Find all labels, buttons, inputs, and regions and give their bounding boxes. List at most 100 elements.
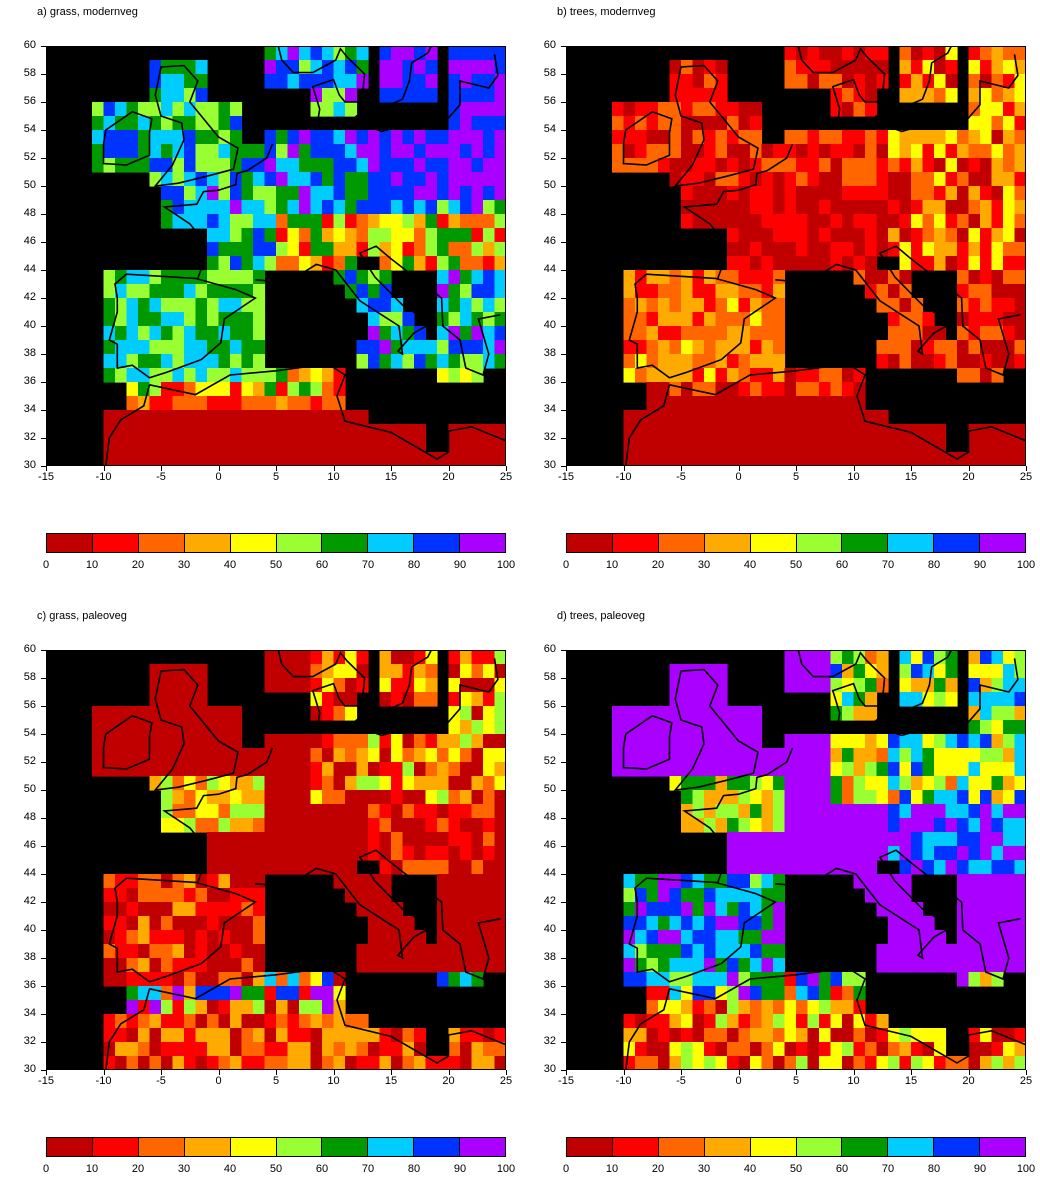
grid-cell — [715, 706, 728, 721]
grid-cell — [322, 832, 335, 847]
colorbar-label: 70 — [361, 1163, 375, 1175]
grid-cell — [138, 734, 151, 749]
y-tick-mark — [561, 186, 566, 187]
grid-cell — [957, 214, 970, 229]
grid-cell — [322, 790, 335, 805]
grid-cell — [669, 916, 682, 931]
grid-cell — [437, 368, 450, 383]
grid-cell — [402, 452, 415, 466]
grid-cell — [945, 144, 958, 159]
grid-cell — [138, 916, 151, 931]
grid-cell — [750, 410, 763, 425]
grid-cell — [241, 986, 254, 1001]
colorbar-label: 70 — [881, 1163, 895, 1175]
grid-cell — [322, 804, 335, 819]
grid-cell — [750, 930, 763, 945]
grid-cell — [195, 916, 208, 931]
y-tick-mark — [41, 354, 46, 355]
grid-cell — [253, 298, 266, 313]
grid-cell — [230, 284, 243, 299]
grid-cell — [448, 354, 461, 369]
y-tick-label: 60 — [543, 39, 556, 51]
grid-cell — [934, 790, 947, 805]
grid-cell — [761, 144, 774, 159]
grid-cell — [623, 944, 636, 959]
grid-cell — [264, 424, 277, 439]
grid-cell — [356, 874, 369, 889]
x-tick-mark — [681, 1070, 682, 1075]
grid-cell — [865, 242, 878, 257]
grid-cell — [738, 930, 751, 945]
grid-cell — [888, 902, 901, 917]
grid-cell — [356, 298, 369, 313]
grid-cell — [957, 944, 970, 959]
grid-cell — [704, 734, 717, 749]
grid-cell — [669, 1056, 682, 1070]
grid-cell — [865, 776, 878, 791]
grid-cell — [241, 214, 254, 229]
grid-cell — [934, 88, 947, 103]
grid-cell — [126, 888, 139, 903]
grid-cell — [115, 916, 128, 931]
grid-cell — [991, 888, 1004, 903]
grid-cell — [853, 270, 866, 285]
colorbar-segment — [888, 1138, 935, 1156]
grid-cell — [727, 228, 740, 243]
grid-cell — [830, 804, 843, 819]
grid-cell — [471, 326, 484, 341]
grid-cell — [865, 74, 878, 89]
grid-cell — [425, 452, 438, 466]
grid-cell — [727, 340, 740, 355]
grid-cell — [207, 298, 220, 313]
grid-cell — [471, 958, 484, 973]
grid-cell — [299, 776, 312, 791]
grid-cell — [414, 60, 427, 75]
grid-cell — [911, 228, 924, 243]
grid-cell — [681, 312, 694, 327]
grid-cell — [379, 214, 392, 229]
grid-cell — [264, 74, 277, 89]
grid-cell — [669, 354, 682, 369]
grid-cell — [103, 1028, 116, 1043]
grid-cell — [876, 678, 889, 693]
grid-cell — [646, 424, 659, 439]
grid-cell — [126, 368, 139, 383]
grid-cell — [379, 186, 392, 201]
grid-cell — [727, 1056, 740, 1070]
x-tick-mark — [796, 466, 797, 471]
grid-cell — [310, 748, 323, 763]
y-tick-label: 40 — [23, 319, 36, 331]
grid-cell — [103, 874, 116, 889]
grid-cell — [957, 256, 970, 271]
grid-cell — [945, 734, 958, 749]
grid-cell — [796, 1000, 809, 1015]
grid-cell — [230, 986, 243, 1001]
grid-cell — [253, 986, 266, 1001]
grid-cell — [402, 228, 415, 243]
grid-cell — [750, 368, 763, 383]
grid-cell — [437, 860, 450, 875]
grid-cell — [876, 664, 889, 679]
grid-cell — [704, 340, 717, 355]
grid-cell — [796, 1042, 809, 1057]
grid-cell — [322, 410, 335, 425]
grid-cell — [968, 46, 981, 61]
grid-cell — [692, 60, 705, 75]
grid-cell — [368, 340, 381, 355]
grid-cell — [934, 326, 947, 341]
y-tick-mark — [41, 874, 46, 875]
grid-cell — [276, 762, 289, 777]
grid-cell — [704, 396, 717, 411]
grid-cell — [471, 804, 484, 819]
grid-cell — [460, 438, 473, 453]
grid-cell — [899, 958, 912, 973]
grid-cell — [911, 74, 924, 89]
grid-cell — [115, 930, 128, 945]
grid-cell — [669, 382, 682, 397]
grid-cell — [876, 186, 889, 201]
grid-cell — [161, 678, 174, 693]
grid-cell — [138, 1028, 151, 1043]
panel-title: d) trees, paleoveg — [557, 610, 646, 622]
grid-cell — [796, 396, 809, 411]
grid-cell — [853, 172, 866, 187]
